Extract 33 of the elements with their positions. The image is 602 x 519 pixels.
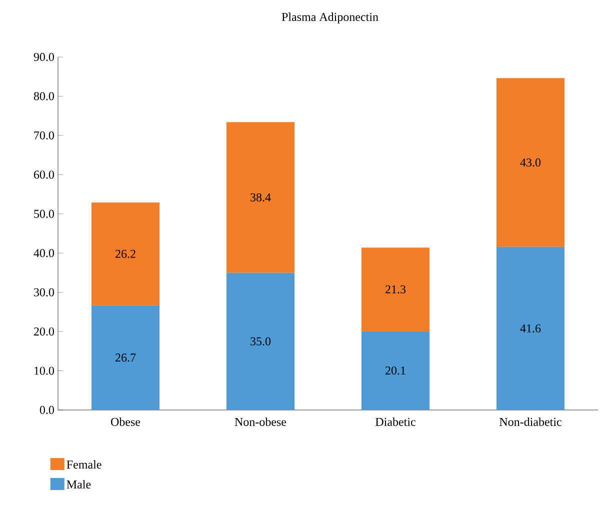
y-tick-label: 80.0 (34, 92, 54, 100)
y-tick-label: 10.0 (34, 366, 54, 375)
bar (362, 331, 430, 410)
x-tick-label: Diabetic (376, 418, 416, 426)
y-tick-label: 70.0 (34, 131, 54, 140)
data-label: 20.1 (386, 366, 406, 375)
data-label: 43.0 (520, 158, 541, 167)
y-tick-label: 90.0 (34, 52, 54, 62)
data-label: 26.7 (116, 354, 136, 362)
x-tick-label: Non-obese (234, 418, 286, 426)
data-label: 41.6 (520, 324, 541, 332)
bar (226, 122, 295, 273)
data-label: 35.0 (250, 337, 271, 346)
bar (362, 248, 430, 332)
x-tick-label: Non-diabetic (500, 418, 562, 426)
legend-label: Male (66, 480, 91, 489)
data-label: 26.2 (116, 250, 136, 258)
y-tick-label: 60.0 (34, 170, 54, 179)
y-tick-label: 0.0 (40, 406, 54, 414)
bar (92, 305, 160, 410)
y-tick-label: 40.0 (34, 249, 54, 258)
legend-label: Female (66, 460, 102, 469)
bar (496, 246, 564, 410)
y-tick-label: 30.0 (34, 288, 54, 296)
y-tick-label: 50.0 (34, 210, 54, 218)
bar (496, 78, 564, 247)
data-label: 21.3 (386, 285, 406, 294)
data-label: 38.4 (250, 193, 271, 202)
chart-title: Plasma Adiponectin (282, 12, 378, 24)
x-tick-label: Obese (110, 418, 140, 426)
bar (226, 272, 295, 410)
y-tick-label: 20.0 (34, 327, 54, 336)
bar (92, 202, 160, 306)
